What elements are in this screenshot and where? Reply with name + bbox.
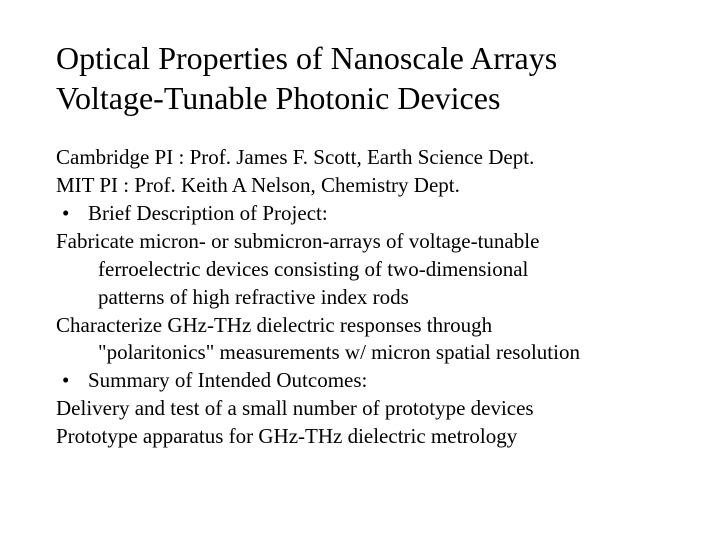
slide-title: Optical Properties of Nanoscale Arrays V… [56, 38, 664, 118]
fabricate-line-3: patterns of high refractive index rods [56, 284, 664, 312]
bullet-summary-outcomes: • Summary of Intended Outcomes: [56, 367, 664, 395]
bullet-brief-description: • Brief Description of Project: [56, 200, 664, 228]
bullet-summary-label: Summary of Intended Outcomes: [88, 367, 367, 395]
prototype-line: Prototype apparatus for GHz-THz dielectr… [56, 423, 664, 451]
title-line-2: Voltage-Tunable Photonic Devices [56, 78, 664, 118]
characterize-line-2: "polaritonics" measurements w/ micron sp… [56, 339, 664, 367]
fabricate-line-1: Fabricate micron- or submicron-arrays of… [56, 228, 664, 256]
bullet-icon: • [56, 200, 88, 228]
characterize-line-1: Characterize GHz-THz dielectric response… [56, 312, 664, 340]
pi-cambridge: Cambridge PI : Prof. James F. Scott, Ear… [56, 144, 664, 172]
bullet-icon: • [56, 367, 88, 395]
bullet-brief-label: Brief Description of Project: [88, 200, 328, 228]
title-line-1: Optical Properties of Nanoscale Arrays [56, 38, 664, 78]
pi-mit: MIT PI : Prof. Keith A Nelson, Chemistry… [56, 172, 664, 200]
slide: Optical Properties of Nanoscale Arrays V… [0, 0, 720, 451]
fabricate-line-2: ferroelectric devices consisting of two-… [56, 256, 664, 284]
delivery-line: Delivery and test of a small number of p… [56, 395, 664, 423]
